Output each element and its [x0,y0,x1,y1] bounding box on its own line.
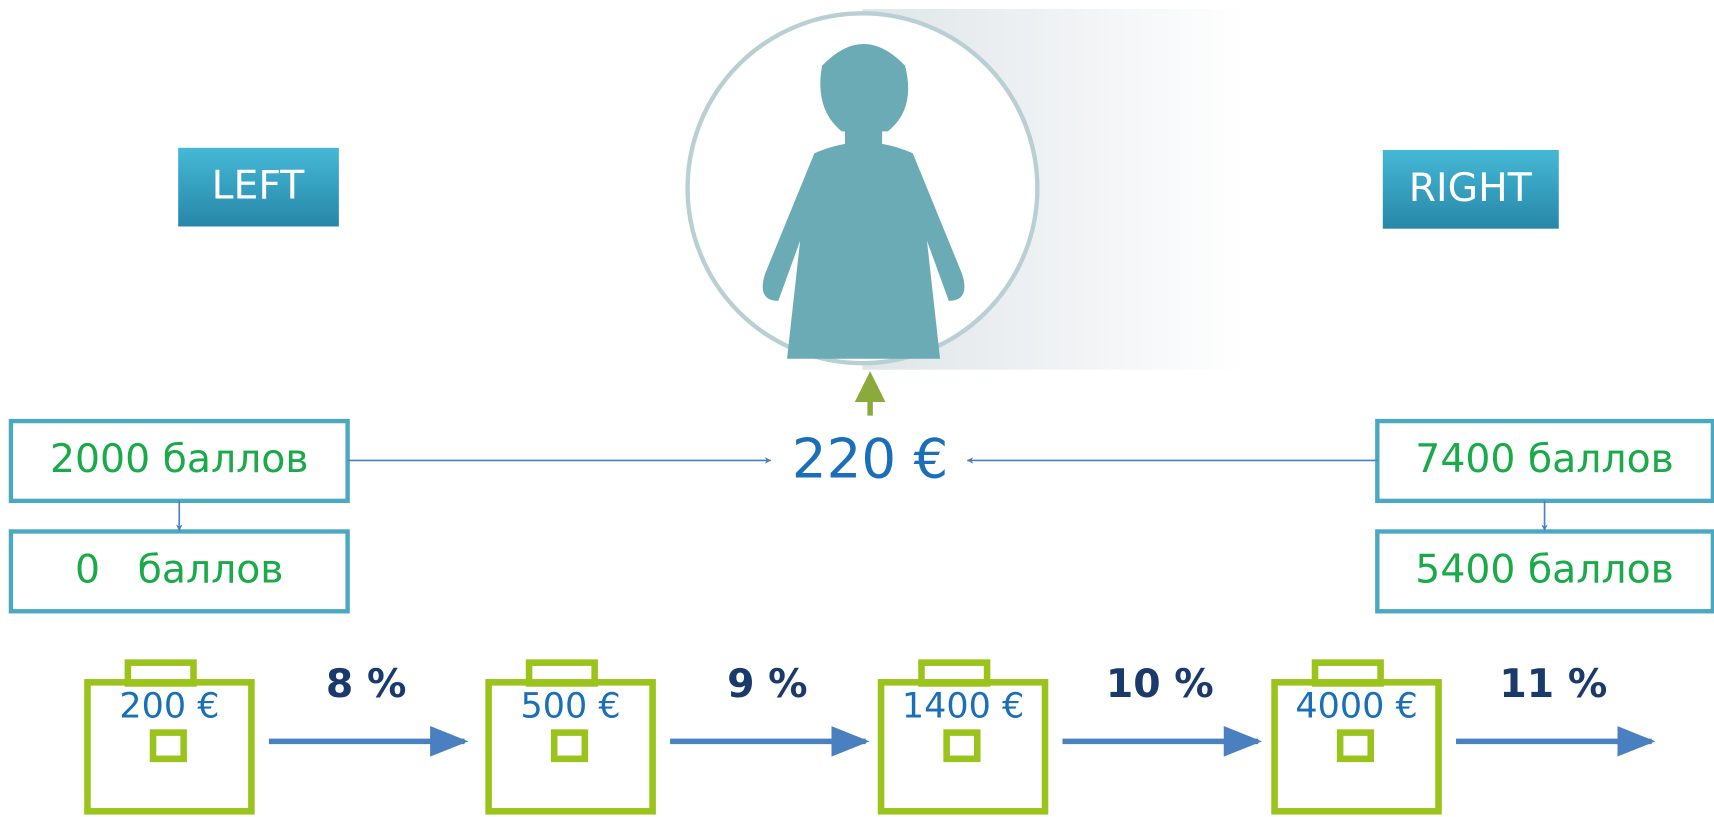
case-amount: 500 € [521,686,621,726]
case-body [877,679,1049,815]
case-latch [149,729,187,763]
level-percent: 11 % [1499,661,1607,707]
connectors [175,457,1548,532]
person-icon [762,43,965,359]
case-label-bg [886,686,1040,727]
center-amount: 220 € [792,427,948,491]
left-label: LEFT [212,163,306,209]
level-percent: 10 % [1106,661,1214,707]
case-amount: 4000 € [1295,686,1417,726]
case-latch [943,729,981,763]
case-body [485,679,656,815]
left-points: 0 баллов [75,546,283,592]
up-arrow [854,371,886,416]
right-label: RIGHT [1409,165,1533,211]
case-amount: 1400 € [902,686,1024,726]
point-boxes [8,418,1714,614]
case-label-bg [92,686,246,727]
case-label-bg [494,686,648,727]
right-button[interactable] [1382,149,1559,229]
right-points: 7400 баллов [1415,436,1674,482]
case-latch [550,729,589,763]
left-button[interactable] [178,147,339,227]
level-percent: 8 % [326,661,407,707]
case-body [1271,679,1442,815]
case-body [84,679,255,815]
case-latch [1336,729,1375,763]
left-points: 2000 баллов [50,436,309,482]
case-label-bg [1280,686,1434,727]
right-points: 5400 баллов [1415,546,1674,592]
case-amount: 200 € [119,686,219,726]
level-percent: 9 % [727,661,808,707]
